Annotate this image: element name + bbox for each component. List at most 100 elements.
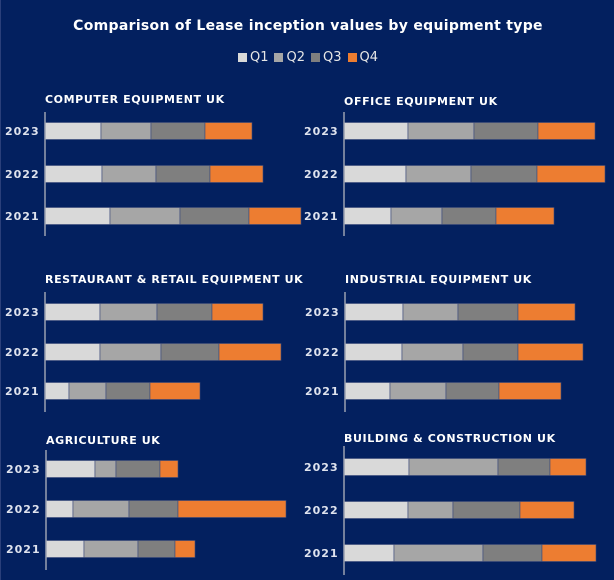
- legend-swatch-q3: [311, 53, 320, 62]
- bar-segment-restaurant-and-retail-equipment-uk-2022-q2: [99, 343, 162, 361]
- bar-segment-industrial-equipment-uk-2023-q3: [457, 303, 519, 321]
- bar-segment-office-equipment-uk-2022-q2: [405, 165, 472, 183]
- y-tick-label-2023: 2023: [5, 306, 40, 319]
- panel-title-building-and-construction-uk: BUILDING & CONSTRUCTION UK: [344, 432, 556, 445]
- bar-segment-building-and-construction-uk-2023-q3: [497, 458, 551, 476]
- bar-segment-industrial-equipment-uk-2022-q1: [344, 343, 403, 361]
- y-tick-label-2022: 2022: [6, 503, 41, 516]
- bar-segment-computer-equipment-uk-2022-q1: [44, 165, 103, 183]
- legend: Q1 Q2 Q3 Q4: [1, 50, 614, 65]
- bar-segment-restaurant-and-retail-equipment-uk-2023-q3: [156, 303, 213, 321]
- bar-segment-office-equipment-uk-2023-q2: [407, 122, 475, 140]
- bar-segment-agriculture-uk-2023-q2: [94, 460, 117, 478]
- y-tick-label-2021: 2021: [5, 210, 40, 223]
- legend-item-q4: Q4: [347, 50, 379, 65]
- bar-segment-industrial-equipment-uk-2022-q4: [517, 343, 584, 361]
- bar-segment-industrial-equipment-uk-2023-q1: [344, 303, 404, 321]
- bar-segment-building-and-construction-uk-2021-q3: [482, 544, 543, 562]
- legend-swatch-q1: [237, 53, 247, 62]
- bar-segment-industrial-equipment-uk-2021-q4: [498, 382, 562, 400]
- y-tick-label-2023: 2023: [6, 463, 41, 476]
- y-tick-label-2021: 2021: [5, 385, 40, 398]
- y-tick-label-2021: 2021: [305, 385, 340, 398]
- bar-segment-office-equipment-uk-2023-q1: [343, 122, 409, 140]
- legend-label-q4: Q4: [359, 50, 379, 65]
- bar-segment-office-equipment-uk-2021-q1: [343, 207, 392, 225]
- bar-segment-computer-equipment-uk-2021-q2: [109, 207, 181, 225]
- bar-segment-agriculture-uk-2022-q2: [72, 500, 130, 518]
- bar-segment-building-and-construction-uk-2023-q1: [343, 458, 410, 476]
- bar-segment-office-equipment-uk-2021-q2: [390, 207, 443, 225]
- bar-segment-building-and-construction-uk-2023-q2: [408, 458, 499, 476]
- bar-segment-agriculture-uk-2023-q1: [45, 460, 96, 478]
- legend-item-q1: Q1: [237, 50, 269, 65]
- bar-segment-office-equipment-uk-2021-q3: [441, 207, 497, 225]
- legend-label-q2: Q2: [286, 50, 305, 65]
- bar-segment-building-and-construction-uk-2022-q1: [343, 501, 409, 519]
- y-tick-label-2023: 2023: [5, 125, 40, 138]
- bar-segment-computer-equipment-uk-2022-q2: [101, 165, 157, 183]
- bar-segment-office-equipment-uk-2021-q4: [495, 207, 555, 225]
- bar-segment-office-equipment-uk-2022-q1: [343, 165, 407, 183]
- y-tick-label-2023: 2023: [304, 461, 339, 474]
- bar-segment-restaurant-and-retail-equipment-uk-2021-q4: [149, 382, 201, 400]
- bar-segment-agriculture-uk-2022-q3: [128, 500, 179, 518]
- bar-segment-restaurant-and-retail-equipment-uk-2022-q3: [160, 343, 220, 361]
- bar-segment-building-and-construction-uk-2021-q4: [541, 544, 597, 562]
- y-tick-label-2021: 2021: [304, 547, 339, 560]
- bar-segment-building-and-construction-uk-2023-q4: [549, 458, 587, 476]
- bar-segment-building-and-construction-uk-2021-q1: [343, 544, 395, 562]
- bar-segment-restaurant-and-retail-equipment-uk-2022-q1: [44, 343, 101, 361]
- bar-segment-computer-equipment-uk-2021-q3: [179, 207, 250, 225]
- bar-segment-industrial-equipment-uk-2023-q4: [517, 303, 576, 321]
- bar-segment-office-equipment-uk-2022-q4: [536, 165, 606, 183]
- bar-segment-agriculture-uk-2022-q4: [177, 500, 287, 518]
- legend-swatch-q4: [347, 53, 357, 62]
- y-tick-label-2022: 2022: [5, 168, 40, 181]
- legend-label-q1: Q1: [249, 50, 269, 65]
- panel-title-restaurant-and-retail-equipment-uk: RESTAURANT & RETAIL EQUIPMENT UK: [45, 273, 303, 286]
- panel-title-computer-equipment-uk: COMPUTER EQUIPMENT UK: [45, 93, 225, 106]
- y-tick-label-2022: 2022: [304, 168, 339, 181]
- y-tick-label-2022: 2022: [304, 504, 339, 517]
- bar-segment-restaurant-and-retail-equipment-uk-2021-q1: [44, 382, 70, 400]
- y-tick-label-2022: 2022: [5, 346, 40, 359]
- y-tick-label-2023: 2023: [305, 306, 340, 319]
- bar-segment-restaurant-and-retail-equipment-uk-2023-q2: [99, 303, 158, 321]
- legend-item-q2: Q2: [274, 50, 305, 65]
- bar-segment-computer-equipment-uk-2021-q1: [44, 207, 111, 225]
- bar-segment-restaurant-and-retail-equipment-uk-2021-q2: [68, 382, 107, 400]
- bar-segment-building-and-construction-uk-2021-q2: [393, 544, 484, 562]
- legend-label-q3: Q3: [323, 50, 342, 65]
- bar-segment-restaurant-and-retail-equipment-uk-2023-q4: [211, 303, 264, 321]
- bar-segment-industrial-equipment-uk-2021-q1: [344, 382, 391, 400]
- bar-segment-industrial-equipment-uk-2021-q3: [445, 382, 500, 400]
- y-tick-label-2022: 2022: [305, 346, 340, 359]
- bar-segment-building-and-construction-uk-2022-q3: [452, 501, 521, 519]
- bar-segment-agriculture-uk-2021-q4: [174, 540, 196, 558]
- bar-segment-computer-equipment-uk-2023-q3: [150, 122, 206, 140]
- bar-segment-agriculture-uk-2021-q1: [45, 540, 85, 558]
- y-tick-label-2021: 2021: [6, 543, 41, 556]
- bar-segment-industrial-equipment-uk-2023-q2: [402, 303, 459, 321]
- panel-title-agriculture-uk: AGRICULTURE UK: [46, 434, 160, 447]
- chart-title: Comparison of Lease inception values by …: [73, 18, 543, 34]
- panel-title-industrial-equipment-uk: INDUSTRIAL EQUIPMENT UK: [345, 273, 532, 286]
- y-tick-label-2023: 2023: [304, 125, 339, 138]
- bar-segment-computer-equipment-uk-2022-q4: [209, 165, 264, 183]
- panel-title-office-equipment-uk: OFFICE EQUIPMENT UK: [344, 95, 498, 108]
- bar-segment-industrial-equipment-uk-2022-q3: [462, 343, 519, 361]
- bar-segment-computer-equipment-uk-2021-q4: [248, 207, 302, 225]
- y-tick-label-2021: 2021: [304, 210, 339, 223]
- bar-segment-computer-equipment-uk-2023-q4: [204, 122, 253, 140]
- bar-segment-office-equipment-uk-2022-q3: [470, 165, 538, 183]
- bar-segment-agriculture-uk-2022-q1: [45, 500, 74, 518]
- bar-segment-industrial-equipment-uk-2022-q2: [401, 343, 464, 361]
- bar-segment-computer-equipment-uk-2022-q3: [155, 165, 211, 183]
- bar-segment-office-equipment-uk-2023-q3: [473, 122, 539, 140]
- bar-segment-computer-equipment-uk-2023-q1: [44, 122, 102, 140]
- bar-segment-agriculture-uk-2023-q4: [159, 460, 179, 478]
- bar-segment-building-and-construction-uk-2022-q2: [407, 501, 454, 519]
